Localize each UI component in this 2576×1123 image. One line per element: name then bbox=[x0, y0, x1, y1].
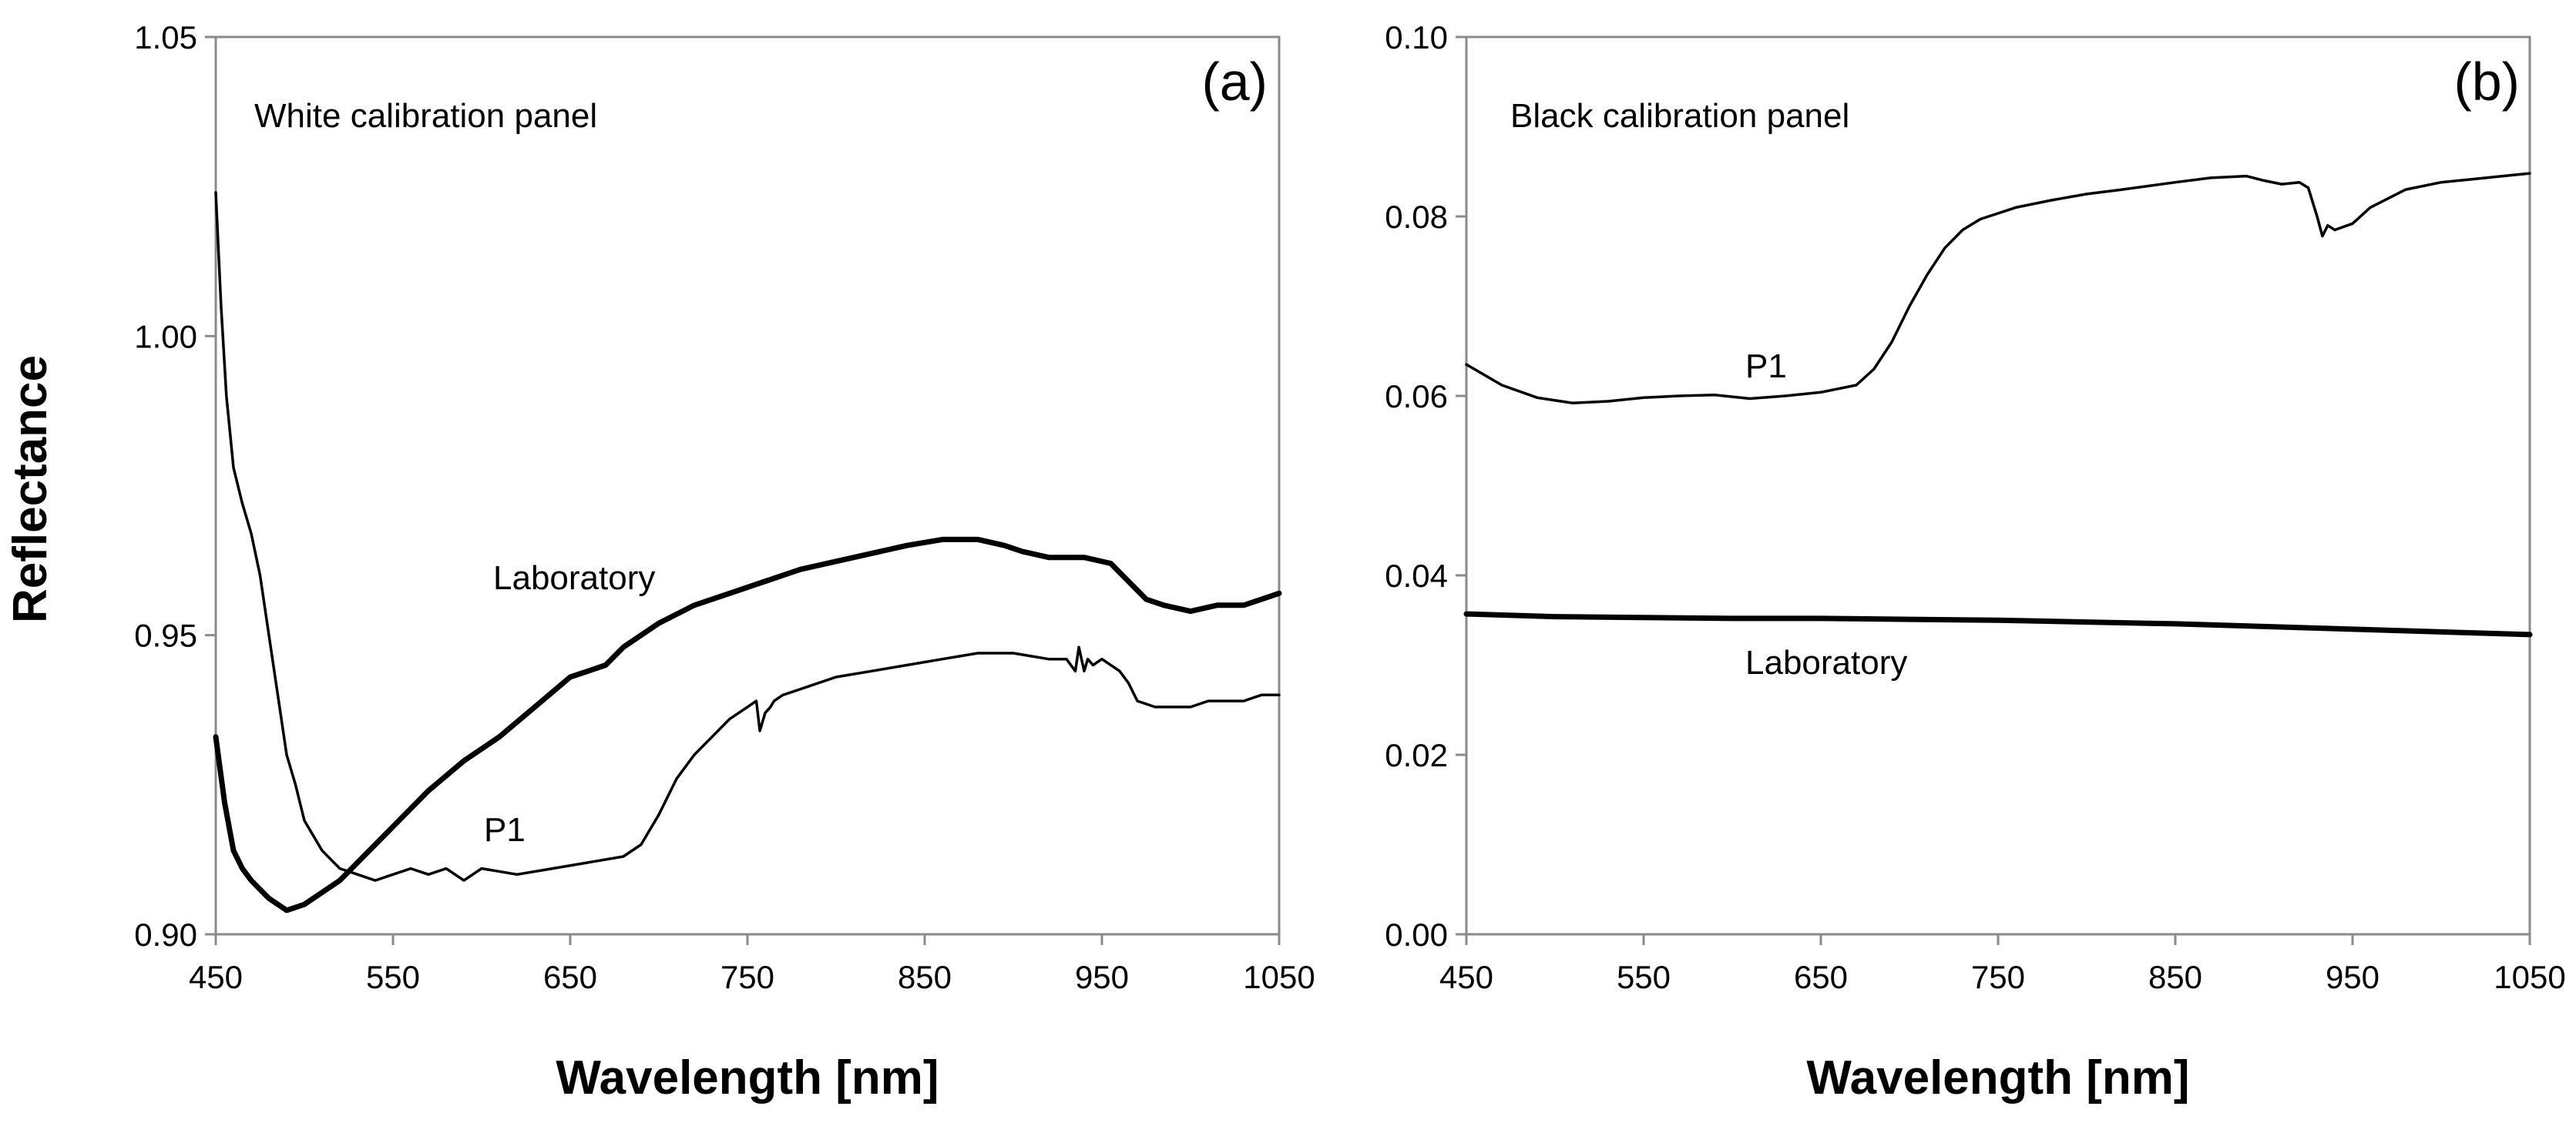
series-line-p1 bbox=[1465, 172, 2531, 405]
y-tick-label: 0.10 bbox=[1385, 19, 1448, 55]
panel-b-black-calibration: 0.00 0.02 0.04 0.06 0.08 0.10 450 550 650 750 850… bbox=[1385, 19, 2565, 1105]
x-axis-title: Wavelength [nm] bbox=[556, 1051, 939, 1105]
x-tick-label: 850 bbox=[898, 959, 952, 995]
y-tick-label: 0.02 bbox=[1385, 737, 1448, 773]
x-tick-label: 1050 bbox=[1243, 959, 1315, 995]
x-tick-label: 550 bbox=[1617, 959, 1671, 995]
panel-label: (b) bbox=[2453, 52, 2520, 112]
plot-frame bbox=[214, 35, 1281, 936]
plot-frame bbox=[1465, 35, 2531, 936]
y-tick-label: 0.95 bbox=[134, 618, 197, 654]
x-tick-label: 750 bbox=[720, 959, 774, 995]
panel-title: Black calibration panel bbox=[1510, 97, 1849, 135]
series-line-laboratory bbox=[1463, 611, 2533, 638]
panel-title: White calibration panel bbox=[254, 97, 597, 135]
y-tick-label: 0.00 bbox=[1385, 917, 1448, 953]
x-tick-label: 750 bbox=[1971, 959, 2025, 995]
series-label-laboratory: Laboratory bbox=[1745, 644, 1907, 682]
x-tick-label: 650 bbox=[543, 959, 597, 995]
series-label-laboratory: Laboratory bbox=[493, 559, 655, 597]
y-tick-label: 0.90 bbox=[134, 917, 197, 953]
x-tick-label: 950 bbox=[1075, 959, 1129, 995]
y-tick-label: 1.05 bbox=[134, 19, 197, 55]
panel-label: (a) bbox=[1201, 52, 1268, 112]
y-tick-label: 1.00 bbox=[134, 318, 197, 354]
panel-a-white-calibration: 0.900.951.001.05 450 550 650 750 850 950 1050 … bbox=[134, 19, 1315, 1105]
series-label-p1: P1 bbox=[1745, 347, 1787, 385]
y-tick-label: 0.06 bbox=[1385, 378, 1448, 414]
series-line-p1 bbox=[214, 191, 1281, 882]
series-line-laboratory bbox=[213, 536, 1282, 913]
x-tick-label: 650 bbox=[1794, 959, 1848, 995]
y-tick-label: 0.08 bbox=[1385, 199, 1448, 235]
series-label-p1: P1 bbox=[484, 811, 526, 849]
x-tick-label: 450 bbox=[189, 959, 243, 995]
x-tick-label: 550 bbox=[366, 959, 420, 995]
x-tick-label: 450 bbox=[1439, 959, 1493, 995]
x-tick-label: 850 bbox=[2148, 959, 2202, 995]
y-tick-label: 0.04 bbox=[1385, 558, 1448, 594]
y-axis-title: Reflectance bbox=[4, 355, 57, 623]
x-axis-title: Wavelength [nm] bbox=[1806, 1051, 2189, 1105]
x-tick-label: 1050 bbox=[2494, 959, 2565, 995]
x-tick-label: 950 bbox=[2326, 959, 2380, 995]
